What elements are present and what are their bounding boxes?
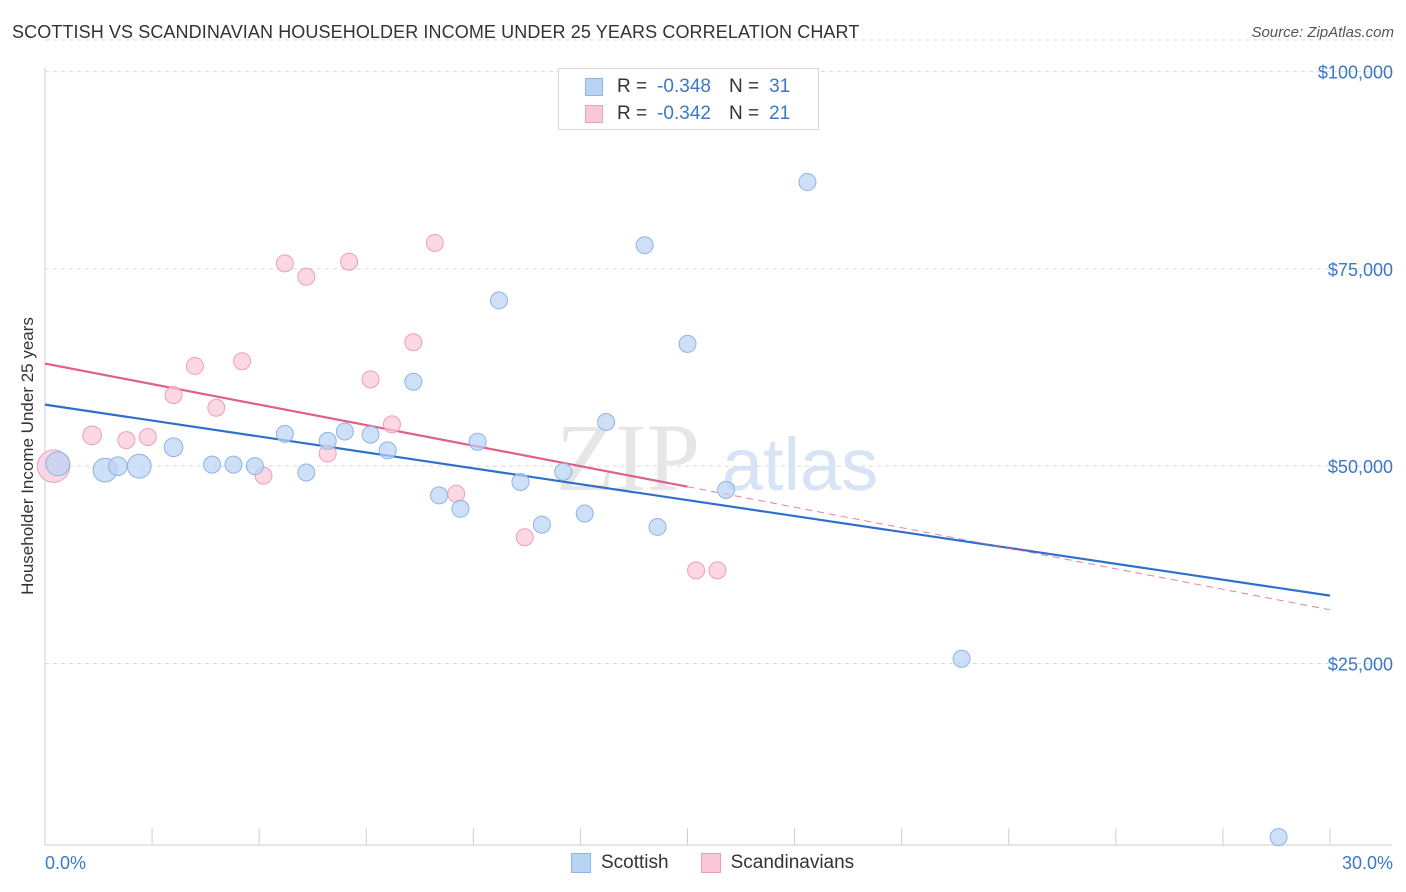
scandinavian-trend-line: [44, 362, 688, 488]
scandinavian-point: [515, 528, 534, 547]
scandinavian-point: [687, 561, 706, 580]
label-layer: $25,000 $50,000 $75,000 $100,000 0.0% 30.0% Ho…: [18, 63, 1393, 873]
legend-n-value: 21: [769, 103, 791, 124]
y-axis-title: Householder Income Under 25 years: [18, 317, 37, 595]
watermark-atlas: atlas: [722, 423, 878, 506]
legend-n-label: N =: [728, 76, 760, 97]
scandinavian-point: [138, 427, 157, 446]
chart-title: SCOTTISH VS SCANDINAVIAN HOUSEHOLDER INC…: [12, 22, 860, 42]
legend-n-value: 31: [769, 76, 791, 97]
legend-r-label: R =: [617, 103, 648, 124]
legend-r-value: -0.342: [657, 103, 711, 124]
scandinavian-point: [382, 415, 401, 434]
scottish-point: [318, 431, 337, 450]
correlation-legend: R = -0.348 N = 31 R = -0.342 N = 21: [558, 68, 819, 130]
y-tick-label: $75,000: [1328, 260, 1393, 280]
scottish-point: [468, 432, 487, 451]
scandinavian-point: [708, 561, 727, 580]
scottish-swatch: [571, 853, 591, 873]
scottish-point: [275, 424, 294, 443]
scottish-point: [798, 173, 817, 192]
axis-layer: [44, 68, 1392, 846]
scottish-point: [45, 451, 71, 477]
watermark: ZIP atlas: [556, 404, 878, 511]
scottish-point: [378, 441, 397, 460]
legend-scottish-label: Scottish: [601, 852, 669, 873]
scottish-point: [404, 372, 423, 391]
scandinavian-point: [117, 431, 136, 450]
legend-r-value: -0.348: [657, 76, 711, 97]
source-label: Source: ZipAtlas.com: [1251, 24, 1394, 41]
y-tick-label: $25,000: [1328, 654, 1393, 674]
legend-item-scottish[interactable]: Scottish: [571, 852, 669, 874]
scandinavian-point: [447, 484, 466, 503]
scottish-point: [126, 453, 152, 479]
legend-n-label: N =: [728, 103, 760, 124]
scottish-point: [597, 412, 616, 431]
scottish-point: [335, 422, 354, 441]
scandinavian-swatch: [585, 105, 603, 123]
scandinavian-point: [207, 398, 226, 417]
scandinavian-point: [297, 267, 316, 286]
x-tick-label: 0.0%: [45, 853, 86, 873]
scottish-point: [717, 480, 736, 499]
scandinavian-point: [340, 252, 359, 271]
y-tick-label: $100,000: [1318, 63, 1393, 83]
scottish-point: [648, 517, 667, 536]
scottish-point: [511, 472, 530, 491]
grid-layer: [45, 39, 1392, 664]
scandinavian-point: [275, 254, 294, 273]
legend-r-label: R =: [617, 76, 648, 97]
scottish-point: [532, 515, 551, 534]
scottish-point: [635, 236, 654, 255]
watermark-zip: ZIP: [556, 404, 700, 511]
scandinavian-point: [185, 356, 204, 375]
scottish-point: [430, 486, 449, 505]
legend-scandinavians-label: Scandinavians: [730, 852, 855, 873]
point-layer: [36, 173, 1288, 847]
legend-item-scandinavians[interactable]: Scandinavians: [700, 852, 855, 874]
y-tick-label: $50,000: [1328, 457, 1393, 477]
scottish-trend-line: [44, 403, 1331, 597]
scottish-point: [245, 457, 264, 476]
scottish-point: [107, 456, 128, 477]
series-legend: Scottish Scandinavians: [571, 852, 886, 874]
x-tick-label: 30.0%: [1342, 853, 1393, 873]
scottish-point: [490, 291, 509, 310]
scottish-point: [203, 455, 222, 474]
scottish-point: [678, 334, 697, 353]
scandinavian-point: [425, 233, 444, 252]
scandinavian-point: [404, 333, 423, 352]
scottish-swatch: [585, 78, 603, 96]
scottish-point: [361, 425, 380, 444]
scandinavian-swatch: [700, 853, 721, 873]
scandinavian-point: [164, 386, 183, 405]
scandinavian-point: [82, 425, 102, 446]
scottish-point: [554, 462, 573, 481]
scottish-point: [952, 649, 971, 668]
scandinavian-point: [233, 352, 252, 371]
scandinavian-point: [361, 370, 380, 389]
legend-row-scandinavians: R = -0.342 N = 21: [585, 102, 790, 126]
scandinavian-trend-extension: [687, 486, 1331, 611]
trend-layer: [44, 362, 1331, 611]
legend-row-scottish: R = -0.348 N = 31: [585, 75, 790, 99]
scottish-point: [575, 504, 594, 523]
scottish-point: [224, 455, 243, 474]
scottish-point: [163, 437, 184, 458]
scottish-point: [1269, 828, 1288, 847]
scottish-point: [297, 463, 316, 482]
scottish-point: [451, 499, 470, 518]
